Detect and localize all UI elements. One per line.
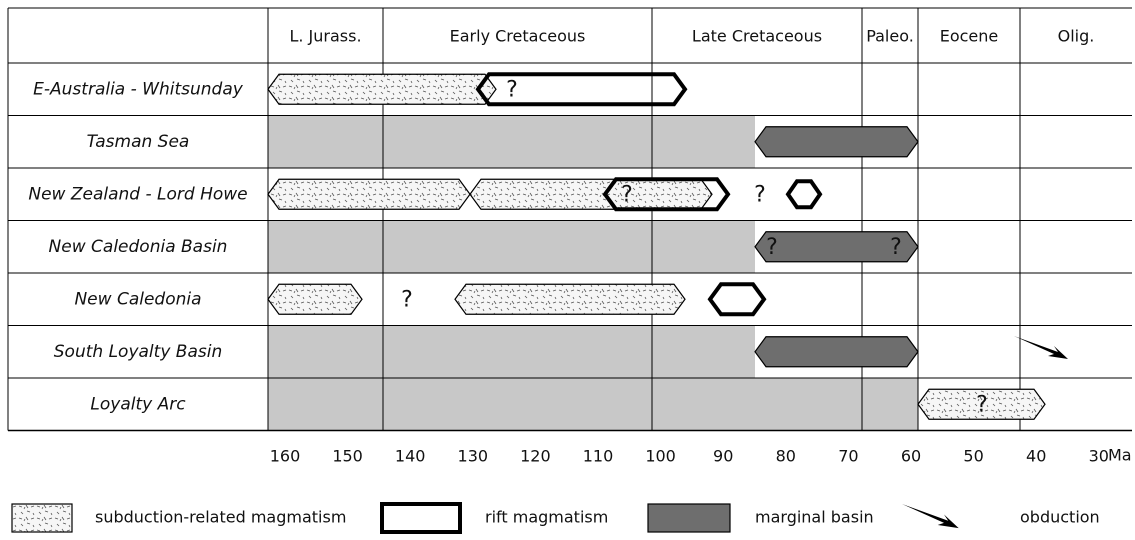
question-mark: ? xyxy=(401,287,413,312)
question-mark: ? xyxy=(506,77,518,102)
rift-bar xyxy=(475,72,688,107)
row-label: Tasman Sea xyxy=(87,132,190,152)
legend-swatch xyxy=(647,503,731,533)
legend-label: subduction-related magmatism xyxy=(95,508,346,527)
axis-tick-label: 50 xyxy=(963,447,983,466)
axis-tick-label: 140 xyxy=(395,447,426,466)
column-header: L. Jurass. xyxy=(289,27,361,46)
question-mark: ? xyxy=(890,235,902,260)
legend-label: rift magmatism xyxy=(485,508,608,527)
axis-tick-label: 160 xyxy=(270,447,301,466)
sub-bar xyxy=(469,178,713,210)
shaded-cell xyxy=(268,115,755,168)
rift-bar xyxy=(602,177,731,212)
legend-swatch xyxy=(902,504,959,529)
axis-tick-label: 100 xyxy=(645,447,676,466)
rift-bar xyxy=(707,282,767,317)
legend-swatch xyxy=(11,503,73,533)
column-header: Paleo. xyxy=(866,27,914,46)
column-header: Olig. xyxy=(1058,27,1095,46)
legend-label: marginal basin xyxy=(755,508,874,527)
basin-bar xyxy=(754,126,919,158)
legend-swatch xyxy=(380,502,462,534)
rift-bar xyxy=(785,179,823,210)
basin-bar xyxy=(754,231,919,263)
sub-bar xyxy=(267,178,471,210)
obduction-arrow xyxy=(1014,336,1068,359)
axis-unit: Ma xyxy=(1108,446,1132,465)
question-mark: ? xyxy=(766,235,778,260)
column-header: Late Cretaceous xyxy=(692,27,822,46)
axis-tick-label: 40 xyxy=(1026,447,1046,466)
row-label: South Loyalty Basin xyxy=(54,342,222,362)
row-label: New Caledonia xyxy=(74,289,201,309)
axis-tick-label: 30 xyxy=(1089,447,1109,466)
shaded-cell xyxy=(268,378,918,431)
sub-bar xyxy=(267,283,363,315)
shaded-cell xyxy=(268,220,755,273)
row-label: Loyalty Arc xyxy=(90,394,186,414)
column-header: Eocene xyxy=(940,27,999,46)
question-mark: ? xyxy=(976,392,988,417)
sub-bar xyxy=(267,73,497,105)
shaded-cell xyxy=(268,325,755,378)
row-label: E-Australia - Whitsunday xyxy=(33,79,244,99)
axis-tick-label: 60 xyxy=(901,447,921,466)
axis-tick-label: 80 xyxy=(776,447,796,466)
legend-label: obduction xyxy=(1020,508,1100,527)
column-header: Early Cretaceous xyxy=(450,27,586,46)
sub-bar xyxy=(454,283,686,315)
axis-tick-label: 70 xyxy=(838,447,858,466)
question-mark: ? xyxy=(754,182,766,207)
row-label: New Caledonia Basin xyxy=(49,237,228,257)
basin-bar xyxy=(754,336,919,368)
axis-tick-label: 90 xyxy=(713,447,733,466)
axis-tick-label: 120 xyxy=(520,447,551,466)
axis-tick-label: 150 xyxy=(332,447,363,466)
row-label: New Zealand - Lord Howe xyxy=(28,184,247,204)
axis-tick-label: 130 xyxy=(458,447,489,466)
axis-tick-label: 110 xyxy=(583,447,614,466)
question-mark: ? xyxy=(621,182,633,207)
sub-bar xyxy=(917,388,1046,420)
